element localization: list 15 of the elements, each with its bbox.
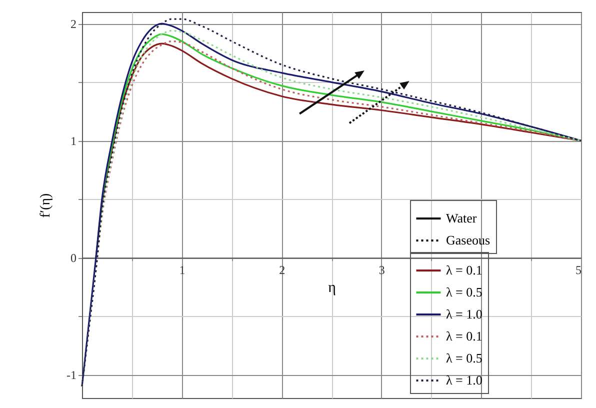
y-axis-title: f′(η): [38, 192, 54, 218]
legend-label: λ = 0.5: [446, 284, 482, 300]
legend-label: λ = 0.1: [446, 262, 482, 278]
y-tick-label: 0: [70, 251, 76, 266]
legend-label: λ = 1.0: [446, 372, 482, 388]
legend-label: λ = 0.5: [446, 350, 482, 366]
legend-label: λ = 1.0: [446, 306, 482, 322]
x-axis-title: η: [328, 280, 336, 296]
y-tick-label: 2: [70, 17, 76, 32]
y-tick-label: 1: [70, 134, 76, 148]
annotation: Water: [446, 210, 478, 226]
x-tick-label: 5: [576, 263, 582, 278]
y-tick-label: -1: [66, 368, 76, 382]
legend-label: λ = 0.1: [446, 328, 482, 344]
annotation: Gaseous: [446, 232, 490, 248]
